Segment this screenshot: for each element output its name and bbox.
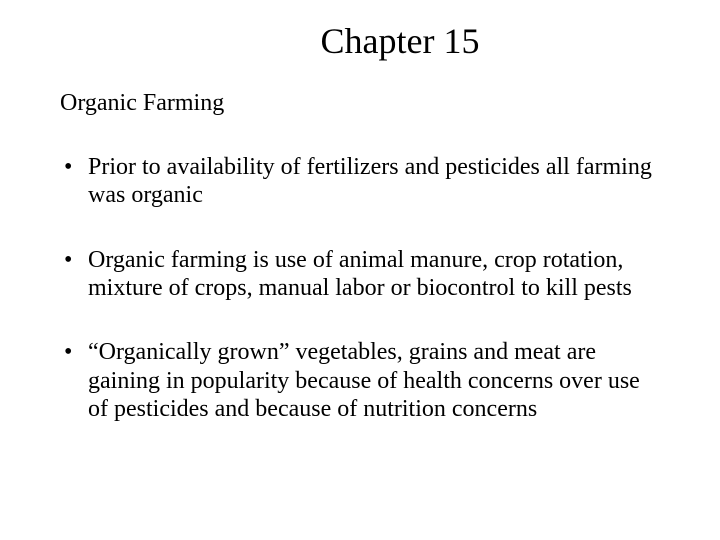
slide-title: Chapter 15 [60, 20, 660, 62]
slide-subtitle: Organic Farming [60, 90, 660, 117]
bullet-list: Prior to availability of fertilizers and… [60, 153, 660, 423]
list-item: Organic farming is use of animal manure,… [60, 246, 660, 303]
list-item: Prior to availability of fertilizers and… [60, 153, 660, 210]
list-item: “Organically grown” vegetables, grains a… [60, 338, 660, 423]
